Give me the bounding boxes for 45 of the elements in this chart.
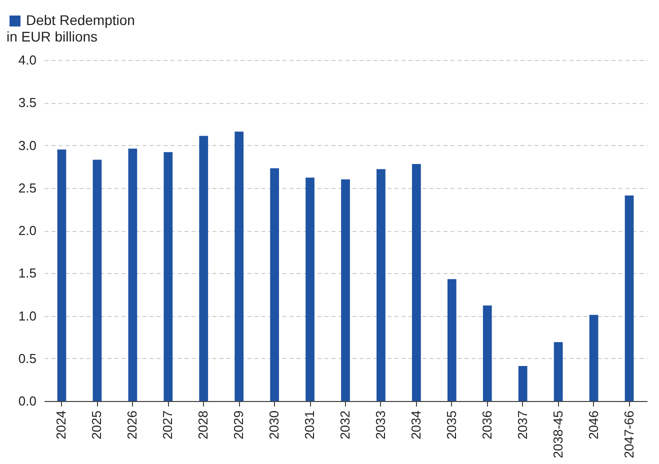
legend-label: Debt Redemption: [26, 12, 135, 28]
bar: [270, 168, 279, 401]
y-tick-label: 1.0: [18, 308, 36, 324]
bar: [234, 132, 244, 401]
y-tick-label: 0.0: [18, 394, 36, 408]
x-tick-label: 2031: [302, 410, 318, 440]
bar: [128, 148, 138, 401]
y-axis-title: in EUR billions: [6, 28, 98, 44]
x-tick-label: 2032: [338, 410, 352, 440]
x-tick-label: 2030: [266, 410, 282, 440]
y-tick-label: 1.5: [18, 266, 36, 281]
x-tick-label: 2029: [231, 410, 246, 440]
x-tick-label: 2027: [160, 410, 176, 440]
bar: [412, 164, 421, 401]
bar: [589, 314, 598, 401]
bar: [199, 136, 208, 401]
x-tick-label: 2047-66: [621, 410, 636, 458]
bar: [306, 178, 314, 401]
bar: [624, 196, 634, 401]
bar: [518, 366, 528, 401]
x-tick-label: 2034: [408, 410, 424, 440]
y-tick-label: 3.0: [18, 138, 36, 153]
x-tick-label: 2026: [124, 410, 140, 440]
y-tick-label: 2.0: [18, 223, 36, 238]
x-tick-label: 2035: [444, 410, 459, 440]
y-tick-label: 4.0: [18, 52, 36, 68]
bar: [482, 306, 492, 401]
y-tick-label: 3.5: [18, 95, 36, 110]
bar: [447, 279, 456, 401]
x-tick-label: 2038-45: [550, 410, 566, 458]
x-tick-label: 2025: [89, 410, 104, 440]
y-tick-label: 2.5: [18, 180, 36, 196]
bar: [92, 160, 102, 401]
bar: [376, 169, 386, 401]
x-tick-label: 2036: [479, 410, 494, 440]
y-tick-label: 0.5: [18, 350, 36, 366]
bar: [554, 342, 563, 401]
bar: [57, 150, 66, 401]
x-tick-label: 2046: [586, 410, 601, 440]
bar: [164, 152, 173, 401]
x-tick-label: 2028: [196, 410, 211, 440]
bar: [341, 179, 350, 401]
x-tick-label: 2037: [514, 410, 530, 440]
x-tick-label: 2024: [54, 410, 69, 440]
x-tick-label: 2033: [372, 410, 388, 440]
